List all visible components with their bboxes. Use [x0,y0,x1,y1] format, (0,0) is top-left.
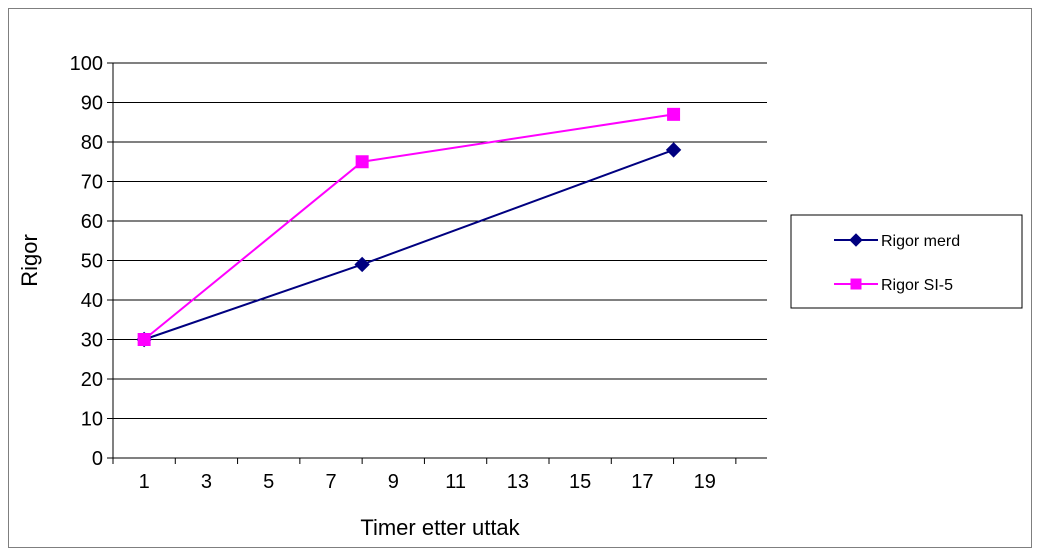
legend-label-1: Rigor merd [881,233,960,250]
legend-box [790,214,1023,309]
series-1-point-3 [665,142,682,158]
series-2-point-3 [667,107,681,121]
y-tick-label-40: 40 [81,290,103,312]
legend-marker-2 [850,278,862,290]
y-axis-title: Rigor [17,234,42,287]
x-tick-label-15: 15 [569,471,591,493]
y-tick-label-10: 10 [81,409,103,431]
y-tick-label-30: 30 [81,330,103,352]
x-axis-title: Timer etter uttak [360,515,520,540]
x-tick-label-17: 17 [631,471,653,493]
y-tick-label-100: 100 [70,53,103,75]
y-tick-label-0: 0 [92,448,103,470]
x-tick-label-19: 19 [694,471,716,493]
grid-lines [113,62,767,419]
series-1-point-2 [354,256,370,273]
y-tick-label-60: 60 [81,211,103,233]
legend-label-2: Rigor SI-5 [881,277,953,294]
x-tick-label-5: 5 [263,471,274,493]
x-tick-label-1: 1 [139,471,150,493]
series-layer [136,107,682,348]
series-2-point-2 [355,155,369,169]
x-tick-label-3: 3 [201,471,212,493]
legend: Rigor merd Rigor SI-5 [790,214,1023,309]
series-2-point-1 [137,333,151,346]
y-tick-label-20: 20 [81,369,103,391]
y-tick-label-90: 90 [81,93,103,115]
y-tick-label-80: 80 [81,132,103,154]
x-tick-label-11: 11 [445,471,466,493]
x-tick-label-7: 7 [325,471,336,493]
legend-marker-1 [849,233,863,247]
x-tick-label-13: 13 [507,471,529,493]
x-tick-label-9: 9 [388,471,399,493]
y-tick-label-50: 50 [81,251,103,273]
y-tick-label-70: 70 [81,172,103,194]
